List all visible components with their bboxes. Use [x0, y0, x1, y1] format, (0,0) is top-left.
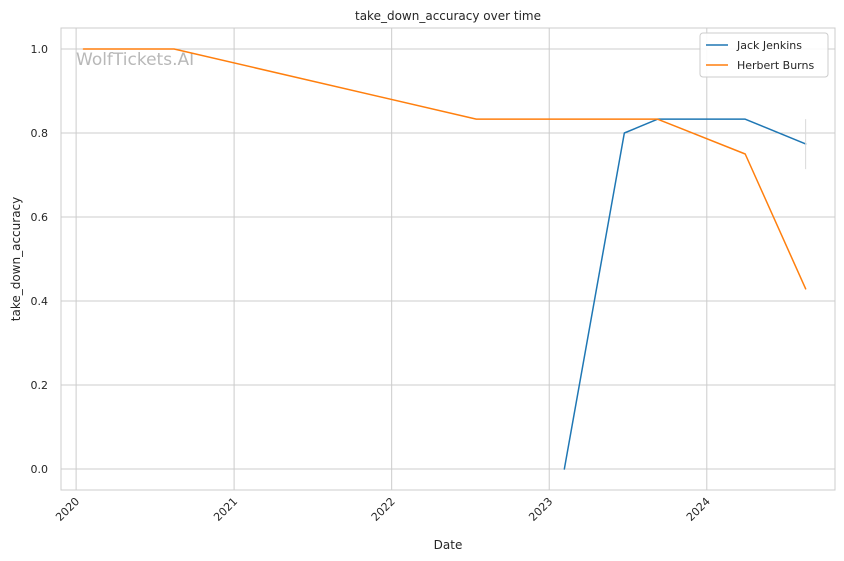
y-axis-ticks: 0.0 0.2 0.4 0.6 0.8 1.0 [31, 43, 49, 476]
legend-box [699, 32, 829, 78]
y-tick-label: 0.0 [31, 463, 49, 476]
watermark: WolfTickets.AI [76, 50, 194, 70]
series-layer [82, 48, 807, 470]
gridlines [61, 28, 835, 490]
x-tick-label: 2024 [684, 495, 713, 524]
y-tick-label: 0.2 [31, 379, 49, 392]
chart-title: take_down_accuracy over time [355, 9, 541, 23]
series-line-2 [82, 48, 807, 290]
x-tick-label: 2020 [53, 495, 82, 524]
y-axis-label: take_down_accuracy [9, 197, 23, 321]
legend: Jack Jenkins Herbert Burns [699, 32, 829, 78]
y-tick-label: 0.8 [31, 127, 49, 140]
legend-label: Herbert Burns [737, 59, 814, 72]
y-tick-label: 0.4 [31, 295, 49, 308]
plot-border [60, 27, 836, 491]
x-tick-label: 2023 [526, 495, 555, 524]
x-axis-ticks: 2020 2021 2022 2023 2024 [53, 495, 713, 524]
y-tick-label: 1.0 [31, 43, 49, 56]
legend-label: Jack Jenkins [736, 39, 802, 52]
x-tick-label: 2021 [211, 495, 240, 524]
y-tick-label: 0.6 [31, 211, 49, 224]
x-axis-label: Date [434, 538, 463, 552]
x-tick-label: 2022 [369, 495, 398, 524]
axis-frame [60, 27, 836, 491]
plot-area [61, 28, 835, 490]
